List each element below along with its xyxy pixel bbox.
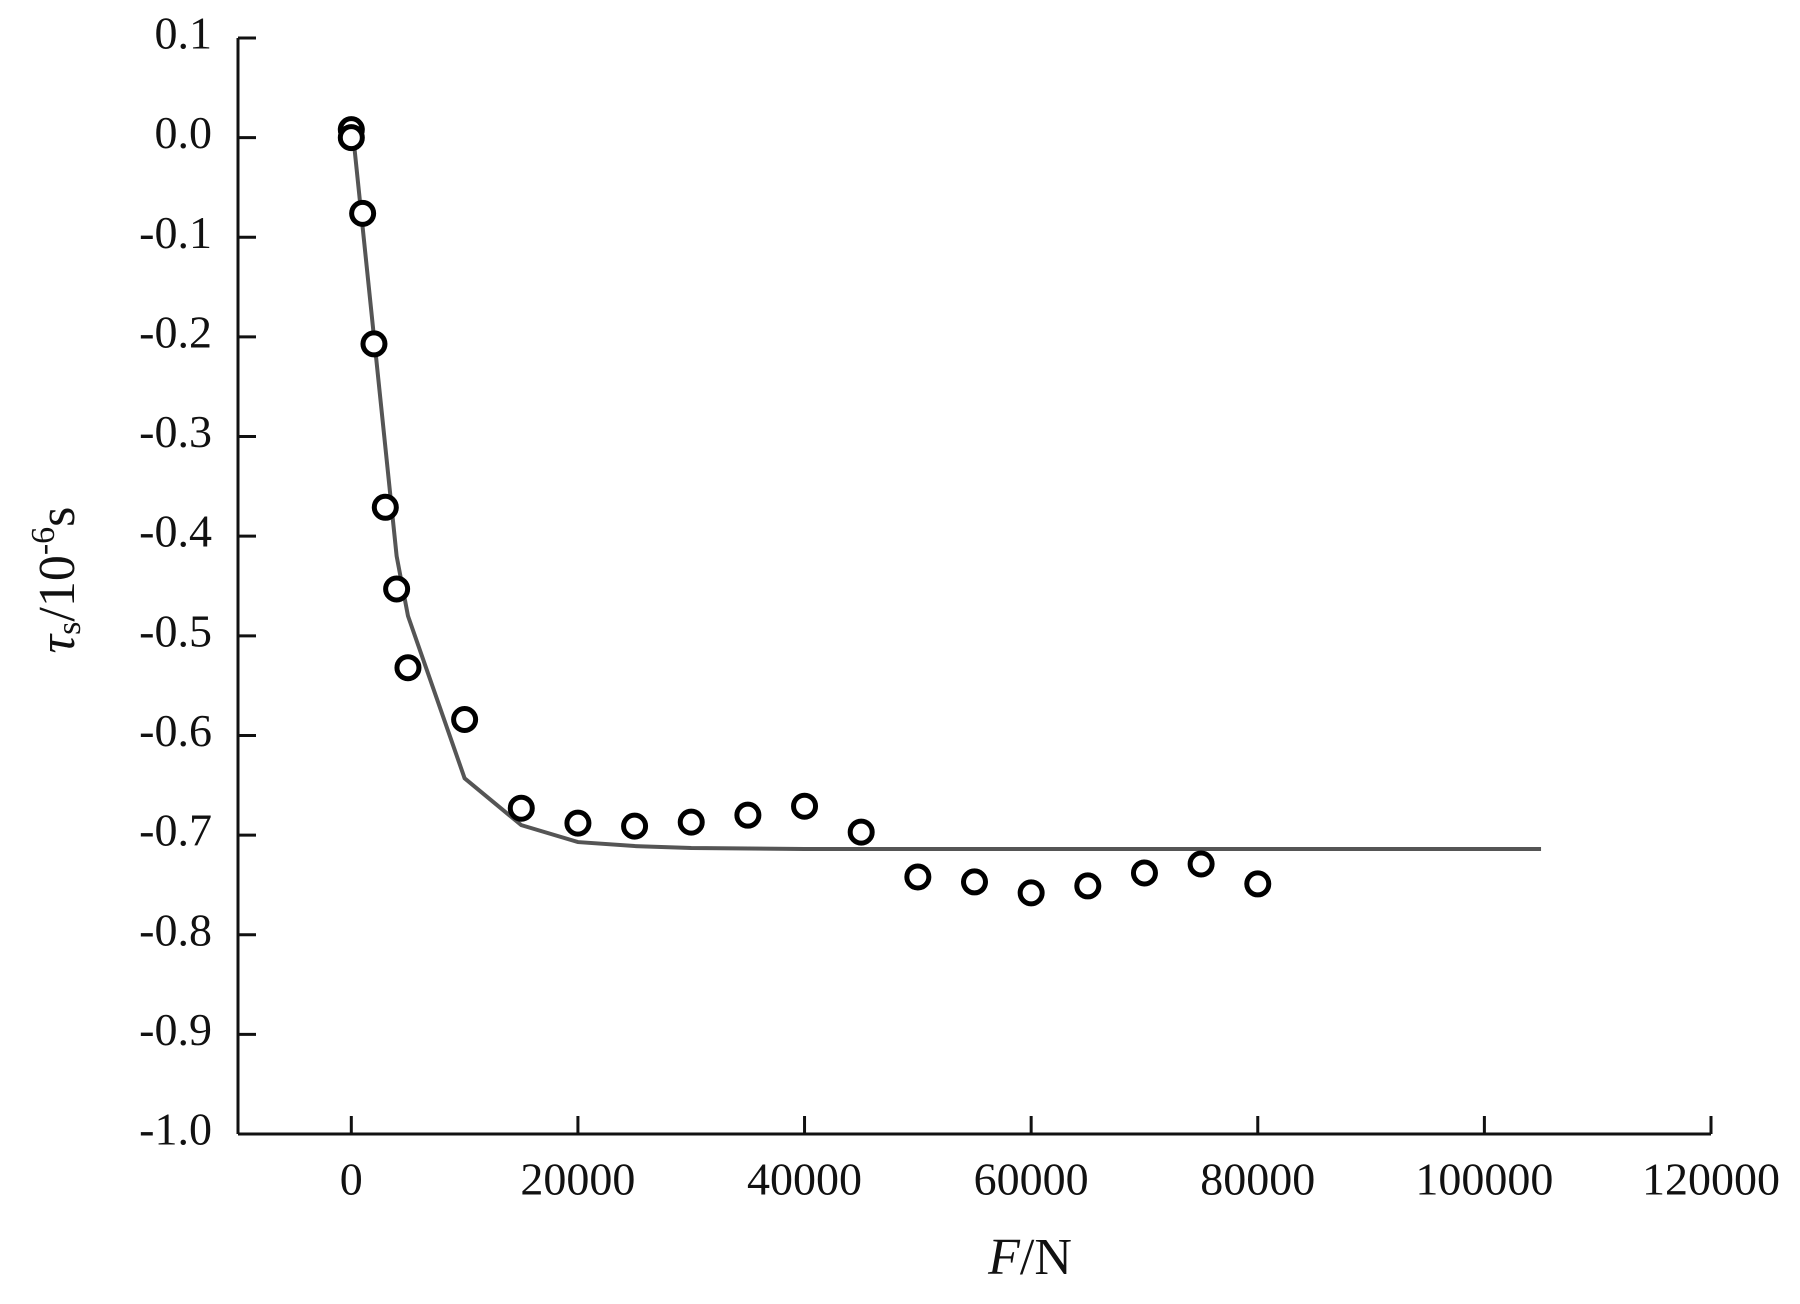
fit-line <box>349 117 1542 852</box>
y-label-var: τ <box>29 632 86 653</box>
y-tick-label: 0.1 <box>155 8 213 59</box>
y-tick-label: -0.7 <box>139 805 212 856</box>
data-point <box>360 330 388 358</box>
y-tick-label: 0.0 <box>155 107 213 158</box>
data-point <box>349 199 377 227</box>
data-point <box>847 818 875 846</box>
x-label-var: F <box>987 1229 1021 1286</box>
data-point <box>451 706 479 734</box>
data-point <box>564 809 592 837</box>
data-point <box>677 808 705 836</box>
y-tick-label: -1.0 <box>139 1104 212 1155</box>
data-point <box>961 868 988 896</box>
data-point <box>394 654 422 682</box>
y-tick-label: -0.8 <box>139 904 212 955</box>
y-tick-label: -0.5 <box>139 605 212 656</box>
data-point <box>1187 850 1215 878</box>
data-point <box>1244 870 1272 898</box>
x-axis-label: F/N <box>987 1229 1072 1286</box>
y-tick-label: -0.4 <box>139 506 212 557</box>
y-label-sup: -6 <box>25 527 62 555</box>
data-point <box>621 812 649 840</box>
y-tick-label: -0.3 <box>139 406 212 457</box>
y-tick-label: -0.9 <box>139 1004 212 1055</box>
x-tick-label: 120000 <box>1642 1154 1780 1205</box>
data-point <box>1130 859 1158 887</box>
x-tick-label: 40000 <box>747 1154 862 1205</box>
data-point <box>734 801 762 829</box>
data-point <box>1017 879 1045 907</box>
x-label-unit: /N <box>1020 1229 1072 1286</box>
data-point <box>371 493 399 521</box>
data-point <box>1074 872 1102 900</box>
data-point <box>791 792 819 820</box>
y-axis-label: τs/10-6s <box>25 507 88 654</box>
y-label-mid: /10 <box>29 555 86 621</box>
y-tick-label: -0.2 <box>139 306 212 357</box>
y-tick-label: -0.6 <box>139 705 212 756</box>
data-point <box>383 575 411 603</box>
y-label-sub: s <box>51 622 88 635</box>
x-tick-label: 100000 <box>1415 1154 1553 1205</box>
x-tick-label: 80000 <box>1200 1154 1315 1205</box>
y-tick-label: -0.1 <box>139 207 212 258</box>
x-tick-label: 0 <box>340 1154 363 1205</box>
data-point <box>904 863 932 891</box>
x-tick-label: 20000 <box>520 1154 635 1205</box>
x-tick-label: 60000 <box>974 1154 1089 1205</box>
data-point <box>337 124 365 152</box>
y-label-unit: s <box>29 507 86 527</box>
data-point <box>507 794 535 822</box>
